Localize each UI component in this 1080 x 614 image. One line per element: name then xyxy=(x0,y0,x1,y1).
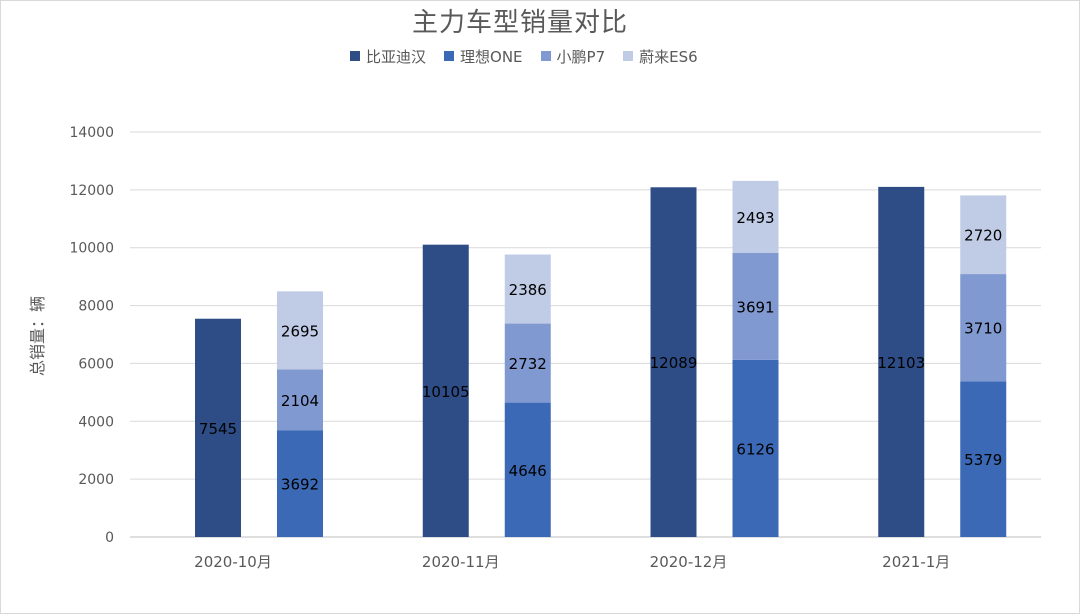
y-tick-label: 10000 xyxy=(69,241,114,257)
data-label: 12103 xyxy=(877,354,925,372)
legend-label: 比亚迪汉 xyxy=(366,47,427,66)
bar-segment xyxy=(277,291,323,370)
data-label: 3692 xyxy=(281,476,319,494)
bar-segment xyxy=(732,253,779,360)
legend-item: 理想ONE xyxy=(444,46,523,67)
data-label: 3710 xyxy=(964,320,1002,338)
data-label: 10105 xyxy=(422,383,470,401)
legend-swatch xyxy=(444,51,455,61)
bar-segment xyxy=(277,430,323,537)
x-tick-label: 2021-1月 xyxy=(882,553,950,571)
data-label: 4646 xyxy=(509,462,547,480)
data-label: 2695 xyxy=(281,322,319,340)
legend-item: 蔚来ES6 xyxy=(623,46,698,67)
data-label: 3691 xyxy=(736,298,774,316)
data-label: 2493 xyxy=(736,209,774,227)
bar-segment xyxy=(195,318,241,537)
data-label: 2720 xyxy=(964,227,1002,245)
data-label: 5379 xyxy=(964,451,1002,469)
bar-segment xyxy=(650,187,697,537)
bar-segment xyxy=(960,381,1007,537)
x-tick-label: 2020-10月 xyxy=(194,553,272,571)
legend-label: 小鹏P7 xyxy=(556,47,606,66)
legend: 比亚迪汉 理想ONE 小鹏P7 蔚来ES6 xyxy=(350,45,698,67)
bar-segment xyxy=(422,244,469,537)
bar-segment xyxy=(732,359,779,537)
data-label: 2386 xyxy=(509,281,547,299)
data-label: 2732 xyxy=(509,355,547,373)
chart-title: 主力车型销量对比 xyxy=(411,8,628,38)
bar-segment xyxy=(504,402,551,537)
bar-segment xyxy=(504,323,551,403)
data-label: 6126 xyxy=(736,440,774,458)
bar-segment xyxy=(960,195,1007,275)
y-tick-label: 0 xyxy=(105,530,114,546)
y-tick-label: 14000 xyxy=(69,125,114,141)
legend-item: 小鹏P7 xyxy=(540,46,606,67)
legend-label: 理想ONE xyxy=(460,47,523,66)
y-tick-label: 8000 xyxy=(78,299,114,315)
x-tick-label: 2020-12月 xyxy=(650,553,728,571)
bar-segment xyxy=(960,274,1007,382)
data-label: 12089 xyxy=(650,354,698,372)
y-tick-label: 12000 xyxy=(69,183,114,199)
data-label: 2104 xyxy=(281,392,319,410)
y-tick-label: 6000 xyxy=(78,356,114,372)
x-tick-label: 2020-11月 xyxy=(422,553,500,571)
y-tick-label: 4000 xyxy=(78,414,114,430)
legend-item: 比亚迪汉 xyxy=(350,46,426,67)
data-label: 7545 xyxy=(199,420,237,438)
bar-segment xyxy=(878,186,925,537)
legend-swatch xyxy=(350,51,360,61)
legend-swatch xyxy=(623,51,634,61)
bar-segment xyxy=(732,180,779,254)
legend-label: 蔚来ES6 xyxy=(639,47,698,66)
bar-segment xyxy=(277,369,323,431)
y-tick-label: 2000 xyxy=(78,472,114,488)
bar-segment xyxy=(504,254,551,324)
legend-swatch xyxy=(540,51,551,61)
